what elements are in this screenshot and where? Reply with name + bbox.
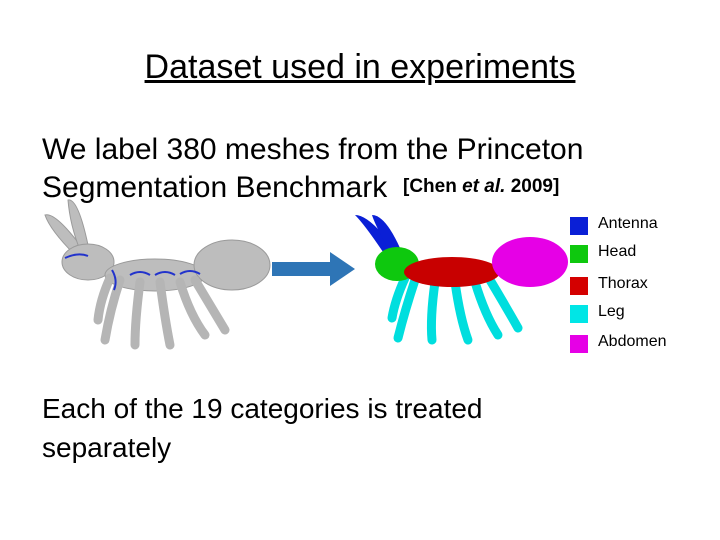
citation: [Chen et al. 2009]	[403, 176, 559, 198]
body-line: We label 380 meshes from the Princeton	[42, 133, 584, 166]
citation-close: 2009]	[505, 176, 560, 197]
grey-ant	[44, 199, 271, 350]
legend-swatch	[570, 277, 588, 295]
arrow	[272, 252, 355, 286]
legend-swatch	[570, 245, 588, 263]
legend-label: Thorax	[598, 275, 648, 292]
legend-label: Leg	[598, 303, 625, 320]
legend-swatch	[570, 217, 588, 235]
legend-label: Head	[598, 243, 637, 260]
colored-ant	[355, 215, 568, 345]
legend-label: Antenna	[598, 215, 658, 232]
title: Dataset used in experiments	[144, 48, 576, 86]
citation-etal: et al.	[462, 176, 506, 197]
legend-swatch	[570, 305, 588, 323]
legend-label: Abdomen	[598, 333, 667, 350]
legend-swatch	[570, 335, 588, 353]
body-line: Segmentation Benchmark	[42, 171, 388, 204]
footer-line: separately	[42, 432, 172, 463]
citation-open: [Chen	[403, 176, 463, 197]
footer-line: Each of the 19 categories is treated	[42, 393, 483, 424]
